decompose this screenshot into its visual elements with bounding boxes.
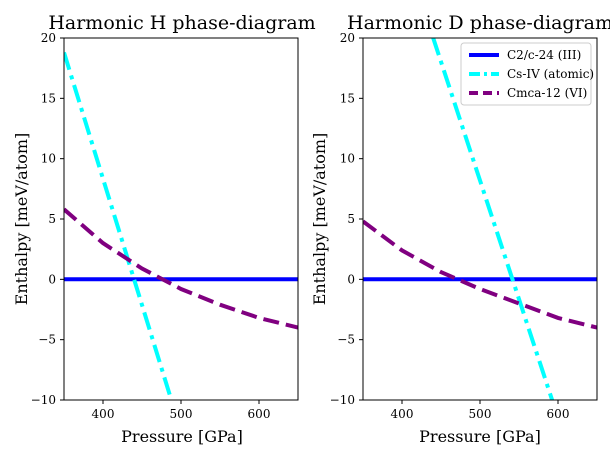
legend-label-cmca-12-vi: Cmca-12 (VI) [507, 86, 587, 100]
legend-label-cs-iv-atomic: Cs-IV (atomic) [507, 67, 594, 81]
left-series-cmca-12-vi [64, 207, 298, 330]
left-x-tick-label: 500 [170, 407, 193, 421]
right-chart-title: Harmonic D phase-diagram [347, 12, 610, 34]
right-y-tick-label: 10 [340, 152, 355, 166]
left-y-tick-label: 10 [41, 152, 56, 166]
right-y-axis-label: Enthalpy [meV/atom] [310, 133, 329, 306]
legend-box [460, 42, 592, 106]
right-x-tick-label: 500 [469, 407, 492, 421]
right-y-tick-label: −10 [330, 393, 355, 407]
left-axes-frame [63, 37, 299, 401]
left-x-axis-label: Pressure [GPa] [121, 427, 243, 446]
right-y-tick-label: −5 [337, 333, 355, 347]
right-legend: C2/c-24 (III) Cs-IV (atomic) Cmca-12 (VI) [460, 42, 594, 106]
left-y-tick-label: 0 [48, 272, 56, 286]
left-x-tick-label: 600 [248, 407, 271, 421]
right-series-cmca-12-vi [363, 219, 597, 330]
left-panel: Harmonic H phase-diagram 400 500 600 −10 −5 0… [12, 12, 316, 446]
right-series-cs-iv-atomic [431, 38, 555, 400]
left-y-tick-label: 15 [41, 91, 56, 105]
left-y-tick-label: −10 [31, 393, 56, 407]
right-y-tick-label: 15 [340, 91, 355, 105]
right-y-tick-label: 5 [347, 212, 355, 226]
right-y-tick-label: 20 [340, 31, 355, 45]
right-panel: Harmonic D phase-diagram 400 500 600 −10 −5 0… [310, 12, 610, 446]
right-plot-area: 400 500 600 −10 −5 0 5 10 15 20 C2/c-24 (III) Cs-IV… [330, 31, 598, 421]
right-x-tick-label: 600 [547, 407, 570, 421]
left-plot-area: 400 500 600 −10 −5 0 5 10 15 20 [31, 31, 299, 421]
legend-label-c2-c-24-iii: C2/c-24 (III) [507, 48, 581, 62]
left-y-tick-label: 5 [48, 212, 56, 226]
right-y-tick-label: 0 [347, 272, 355, 286]
left-y-tick-label: 20 [41, 31, 56, 45]
right-x-tick-label: 400 [391, 407, 414, 421]
left-y-axis-label: Enthalpy [meV/atom] [12, 133, 31, 306]
left-chart-title: Harmonic H phase-diagram [48, 12, 315, 34]
right-x-axis-label: Pressure [GPa] [419, 427, 541, 446]
left-y-tick-label: −5 [38, 333, 56, 347]
left-series-cs-iv-atomic [64, 51, 174, 400]
left-x-tick-label: 400 [92, 407, 115, 421]
